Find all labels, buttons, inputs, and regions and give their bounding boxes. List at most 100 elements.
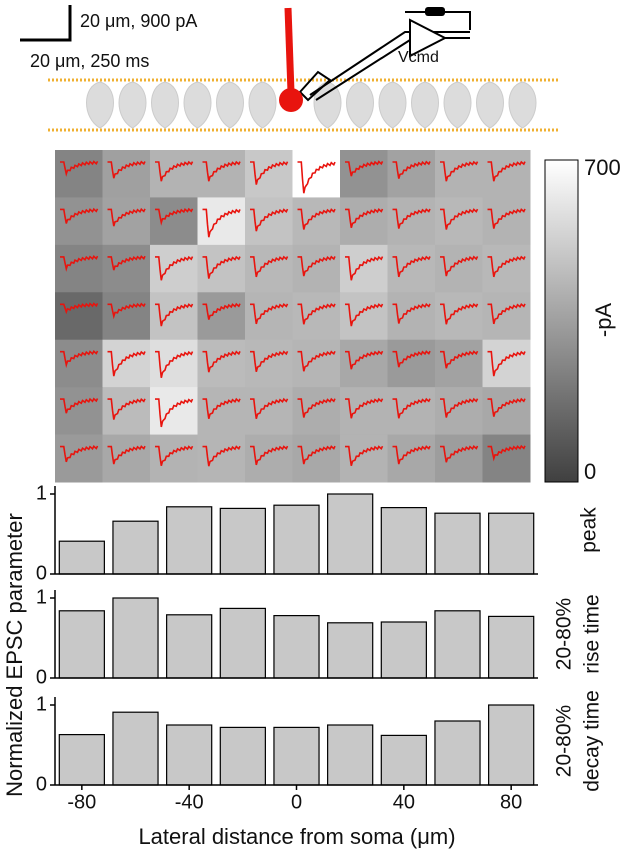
heatmap-cell [340, 434, 388, 483]
recorded-cell [279, 88, 303, 112]
heatmap-cell [387, 387, 436, 436]
epsc-trace [345, 445, 384, 467]
schematic: 20 μm, 900 pA 20 μm, 250 ms Vcmd [20, 5, 560, 132]
epsc-trace [250, 160, 289, 185]
y-tick-label: 1 [36, 693, 47, 715]
cell [508, 81, 537, 129]
epsc-trace [345, 397, 384, 419]
resistor [425, 7, 445, 16]
epsc-trace [60, 254, 99, 272]
bar [219, 507, 266, 575]
heatmap-cell [482, 292, 531, 341]
side-label: rise time [581, 594, 604, 673]
y-tick-label: 0 [36, 562, 47, 584]
x-tick-label: -80 [67, 791, 96, 813]
bar [380, 507, 427, 575]
heatmap-cell [387, 150, 436, 198]
bar [112, 597, 159, 679]
cell [346, 81, 374, 129]
epsc-trace [250, 208, 289, 232]
x-tick-label: -40 [175, 791, 204, 813]
x-tick-label: 0 [291, 791, 302, 813]
bar [166, 724, 213, 786]
cell [151, 81, 179, 129]
heatmap-cell [435, 434, 483, 483]
epsc-trace [392, 160, 431, 179]
heatmap-cell [245, 387, 293, 436]
epsc-trace [487, 160, 526, 182]
heatmap-cell [482, 197, 531, 246]
heatmap-cell [55, 434, 103, 483]
epsc-trace [297, 303, 336, 325]
bar [58, 733, 105, 786]
epsc-trace [60, 160, 99, 177]
epsc-trace [202, 208, 241, 238]
bar [327, 724, 374, 786]
epsc-trace [487, 397, 526, 417]
bar [273, 504, 320, 575]
heatmap-cell [482, 150, 531, 198]
epsc-trace [440, 350, 479, 369]
epsc-trace [60, 397, 99, 414]
epsc-trace [155, 255, 194, 281]
cell [411, 81, 439, 129]
epsc-trace [107, 445, 146, 465]
epsc-trace [107, 397, 146, 420]
heatmap-cell [55, 150, 103, 198]
epsc-trace [107, 255, 146, 271]
epsc-trace [392, 255, 431, 278]
heatmap-cell [482, 244, 531, 293]
heatmap-cell [245, 339, 293, 388]
heatmap-cell [197, 339, 246, 388]
cell [443, 81, 472, 129]
heatmap-cell [387, 434, 436, 483]
bar [219, 726, 266, 786]
heatmap-cell [292, 292, 341, 341]
epsc-trace [202, 160, 241, 182]
epsc-trace [250, 255, 289, 278]
heatmap-cell [150, 434, 198, 483]
heatmap-cell [55, 339, 103, 388]
amplifier [409, 18, 448, 58]
heatmap-cell [102, 339, 151, 388]
colorbar-tick-label: 700 [584, 155, 621, 180]
bar [488, 704, 535, 786]
epsc-trace [297, 445, 336, 465]
heatmap-cell [340, 197, 388, 246]
bar [166, 506, 213, 575]
heatmap-cell [150, 150, 198, 198]
heatmap-cell [55, 244, 103, 293]
epsc-trace [345, 350, 384, 370]
heatmap-cell [292, 244, 341, 293]
heatmap-cell [292, 150, 341, 198]
epsc-trace [250, 303, 289, 325]
epsc-trace [250, 350, 289, 373]
heatmap-cell [245, 292, 293, 341]
epsc-trace [392, 445, 431, 465]
bar [434, 610, 481, 679]
heatmap-cell [197, 244, 246, 293]
heatmap-cell [55, 292, 103, 341]
heatmap-cell [340, 244, 388, 293]
colorbar-tick-label: 0 [584, 459, 596, 484]
epsc-trace [107, 350, 146, 377]
cell-row [86, 81, 537, 129]
cell [86, 81, 114, 129]
amplifier-label: Vcmd [398, 49, 439, 66]
bar [327, 622, 374, 679]
heatmap-cell [150, 387, 198, 436]
heatmap-cell [482, 434, 531, 483]
epsc-trace [202, 445, 241, 467]
epsc-trace [297, 255, 336, 277]
epsc-trace [155, 350, 194, 378]
epsc-trace [440, 397, 479, 418]
epsc-trace [392, 302, 431, 324]
cell [118, 81, 147, 129]
epsc-trace [60, 445, 99, 463]
heatmap-cell [150, 339, 198, 388]
epsc-trace [250, 397, 289, 420]
bar [380, 621, 427, 679]
side-label: 20-80% [553, 598, 576, 670]
heatmap-cell [292, 387, 341, 436]
epsc-trace [297, 397, 336, 418]
